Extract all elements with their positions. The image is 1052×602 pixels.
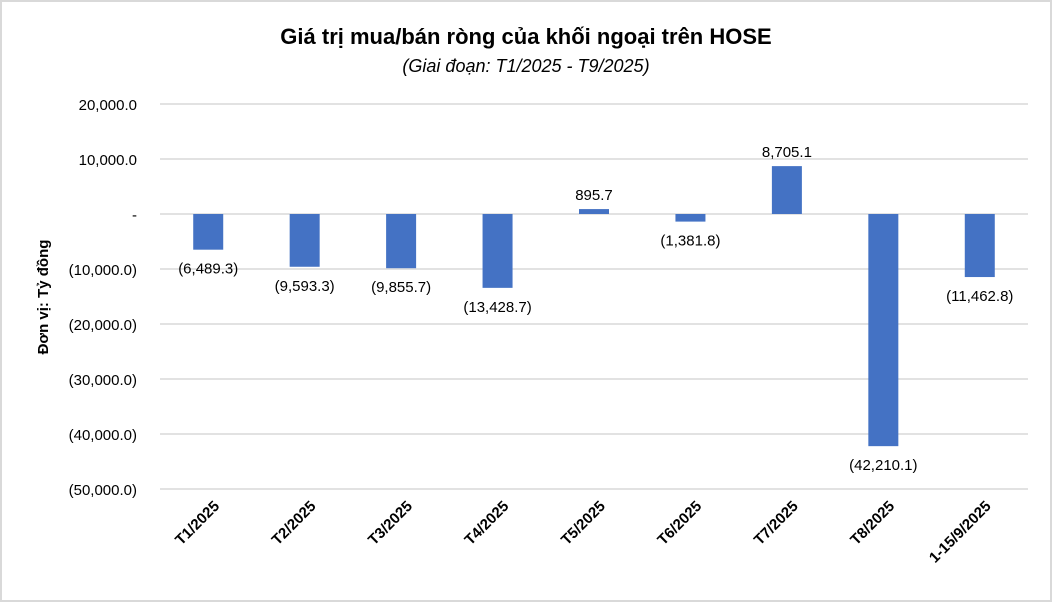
y-tick-label: (50,000.0)	[69, 482, 137, 499]
y-tick-label: (40,000.0)	[69, 427, 137, 444]
y-tick-label: (20,000.0)	[69, 317, 137, 334]
y-tick-label: (10,000.0)	[69, 262, 137, 279]
bar	[386, 214, 417, 269]
bar	[964, 214, 995, 278]
data-label: (11,462.8)	[946, 288, 1013, 305]
bar	[675, 214, 706, 222]
data-label: (13,428.7)	[463, 299, 531, 316]
x-tick-label: 1-15/9/2025	[926, 498, 995, 567]
y-tick-label: (30,000.0)	[69, 372, 137, 389]
chart-title: Giá trị mua/bán ròng của khối ngoại trên…	[280, 24, 771, 49]
data-label: (9,593.3)	[275, 278, 335, 295]
y-tick-label: -	[132, 207, 137, 224]
x-tick-label: T3/2025	[365, 498, 416, 549]
y-tick-label: 10,000.0	[79, 152, 137, 169]
x-tick-label: T7/2025	[751, 498, 802, 549]
chart-subtitle: (Giai đoạn: T1/2025 - T9/2025)	[402, 56, 649, 76]
bar	[289, 214, 320, 267]
x-tick-label: T4/2025	[461, 498, 512, 549]
data-label: 895.7	[575, 187, 613, 204]
bar	[771, 166, 802, 214]
y-axis-label: Đơn vị: Tỷ đồng	[35, 240, 52, 355]
x-tick-label: T5/2025	[558, 498, 609, 549]
data-label: (9,855.7)	[371, 279, 431, 296]
data-label: (42,210.1)	[849, 457, 917, 474]
x-tick-label: T2/2025	[269, 498, 320, 549]
bar	[482, 214, 513, 288]
data-label: (1,381.8)	[660, 233, 720, 250]
bar	[868, 214, 899, 447]
bar	[193, 214, 224, 250]
data-label: 8,705.1	[762, 144, 812, 161]
x-tick-label: T6/2025	[654, 498, 705, 549]
x-tick-label: T8/2025	[847, 498, 898, 549]
y-tick-label: 20,000.0	[79, 97, 137, 114]
data-label: (6,489.3)	[178, 261, 238, 278]
x-tick-label: T1/2025	[172, 498, 223, 549]
bar	[579, 209, 609, 214]
